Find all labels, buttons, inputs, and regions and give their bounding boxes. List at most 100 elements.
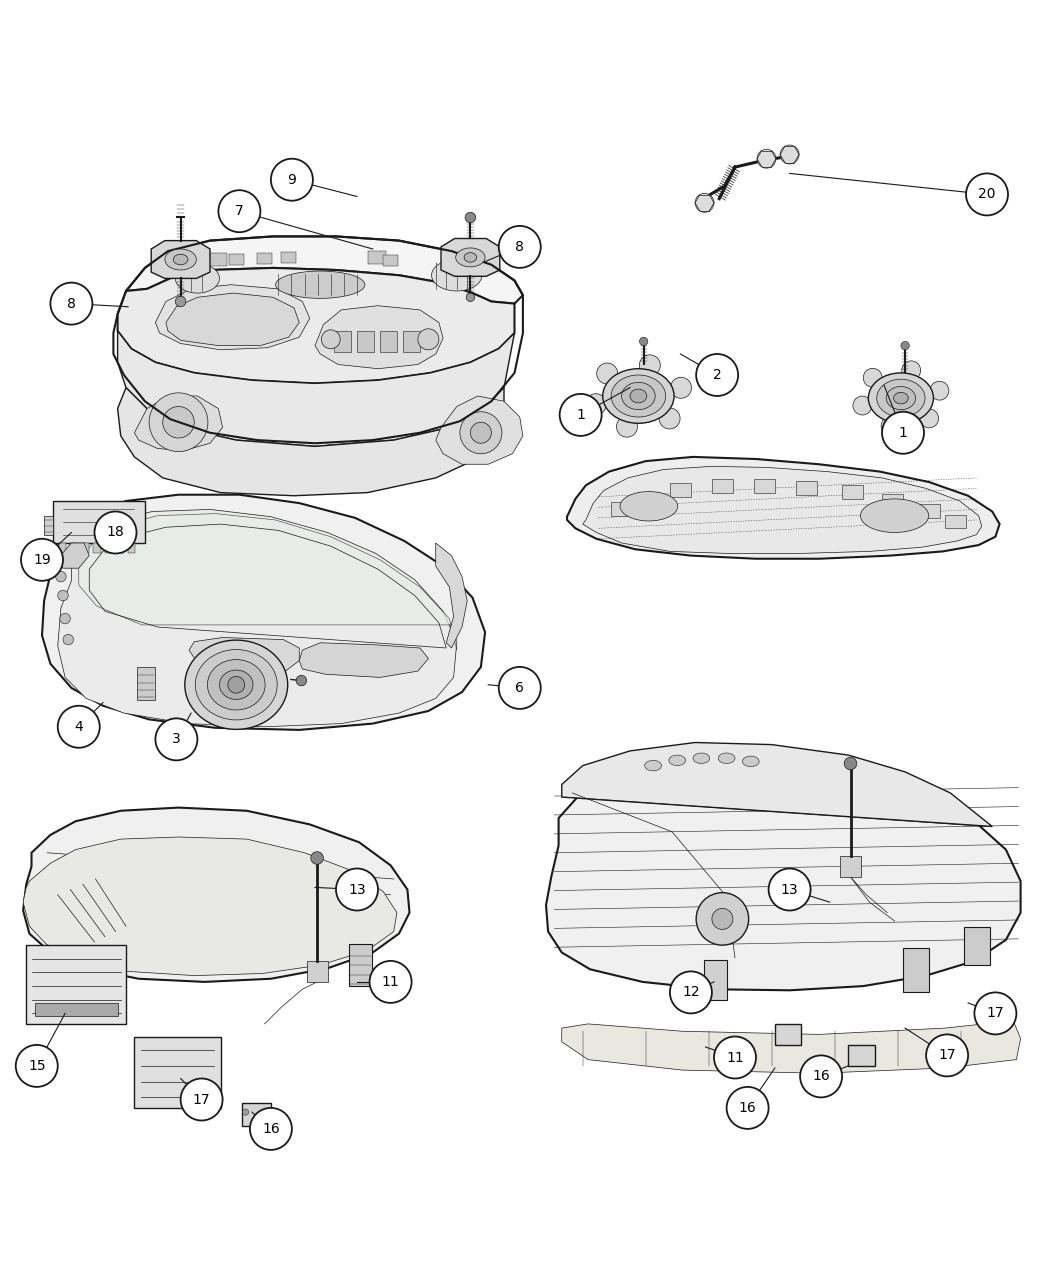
Circle shape <box>296 676 307 686</box>
Circle shape <box>659 408 680 428</box>
Bar <box>307 961 328 982</box>
Ellipse shape <box>165 249 196 270</box>
Text: 17: 17 <box>987 1006 1004 1020</box>
Circle shape <box>465 212 476 223</box>
Bar <box>281 252 296 263</box>
Bar <box>26 945 126 1024</box>
Circle shape <box>218 190 260 232</box>
Polygon shape <box>151 241 210 278</box>
Polygon shape <box>118 388 504 496</box>
Ellipse shape <box>175 264 219 293</box>
Polygon shape <box>562 1021 1021 1074</box>
Polygon shape <box>562 742 992 826</box>
Ellipse shape <box>894 393 908 404</box>
Ellipse shape <box>219 671 253 700</box>
Ellipse shape <box>456 247 485 266</box>
Circle shape <box>714 1037 756 1079</box>
Circle shape <box>596 363 617 384</box>
Circle shape <box>966 173 1008 215</box>
Bar <box>840 856 861 877</box>
Circle shape <box>175 296 186 307</box>
Ellipse shape <box>886 386 916 409</box>
Ellipse shape <box>195 649 277 720</box>
Circle shape <box>460 412 502 454</box>
Bar <box>257 254 272 264</box>
Circle shape <box>639 354 660 376</box>
Circle shape <box>882 412 924 454</box>
Circle shape <box>250 1108 292 1150</box>
Polygon shape <box>118 332 514 446</box>
Circle shape <box>696 354 738 397</box>
Bar <box>117 543 124 553</box>
Circle shape <box>639 337 648 346</box>
Polygon shape <box>436 543 467 648</box>
Text: 9: 9 <box>288 172 296 186</box>
Bar <box>208 254 227 265</box>
Polygon shape <box>441 238 500 277</box>
Text: 13: 13 <box>349 882 365 896</box>
Circle shape <box>769 868 811 910</box>
Bar <box>105 543 112 553</box>
Circle shape <box>311 852 323 864</box>
Bar <box>638 492 659 505</box>
Text: 6: 6 <box>516 681 524 695</box>
Bar <box>70 543 78 553</box>
Circle shape <box>585 394 606 414</box>
Circle shape <box>974 992 1016 1034</box>
Bar <box>128 543 135 553</box>
Bar <box>775 1024 801 1046</box>
Bar <box>242 1103 271 1126</box>
Circle shape <box>881 417 900 435</box>
Bar <box>919 504 940 518</box>
Text: 16: 16 <box>739 1100 756 1114</box>
Bar <box>134 1037 220 1108</box>
Bar <box>704 960 727 1000</box>
Text: 18: 18 <box>107 525 124 539</box>
Circle shape <box>902 361 921 380</box>
Ellipse shape <box>669 755 686 765</box>
Polygon shape <box>436 397 523 464</box>
Polygon shape <box>155 284 310 349</box>
Bar <box>357 332 374 352</box>
Bar <box>842 486 863 499</box>
Ellipse shape <box>208 659 265 710</box>
Polygon shape <box>134 397 223 450</box>
Text: 8: 8 <box>516 240 524 254</box>
Circle shape <box>499 667 541 709</box>
Circle shape <box>670 972 712 1014</box>
Text: 17: 17 <box>939 1048 956 1062</box>
Circle shape <box>58 706 100 747</box>
Bar <box>349 944 372 986</box>
Polygon shape <box>546 765 1021 991</box>
Circle shape <box>155 718 197 760</box>
Circle shape <box>695 194 714 212</box>
Circle shape <box>863 368 882 388</box>
Text: 4: 4 <box>75 720 83 733</box>
Bar <box>93 543 101 553</box>
Circle shape <box>466 293 475 301</box>
Polygon shape <box>299 643 428 677</box>
Bar <box>44 515 52 534</box>
Bar <box>380 332 397 352</box>
Text: 11: 11 <box>382 975 399 989</box>
Text: 16: 16 <box>262 1122 279 1136</box>
Ellipse shape <box>877 379 925 417</box>
Polygon shape <box>23 836 397 975</box>
Bar <box>334 332 351 352</box>
Bar <box>964 927 990 965</box>
Bar <box>52 501 145 543</box>
Circle shape <box>56 571 66 581</box>
Text: 11: 11 <box>727 1051 743 1065</box>
Polygon shape <box>23 807 410 982</box>
Bar <box>611 502 632 515</box>
Text: 20: 20 <box>979 187 995 201</box>
Text: 1: 1 <box>576 408 585 422</box>
Ellipse shape <box>622 382 655 409</box>
Ellipse shape <box>603 368 674 423</box>
Bar <box>848 1046 875 1066</box>
Circle shape <box>616 416 637 437</box>
Text: 17: 17 <box>193 1093 210 1107</box>
Polygon shape <box>118 268 514 384</box>
Circle shape <box>21 539 63 581</box>
Circle shape <box>844 757 857 770</box>
